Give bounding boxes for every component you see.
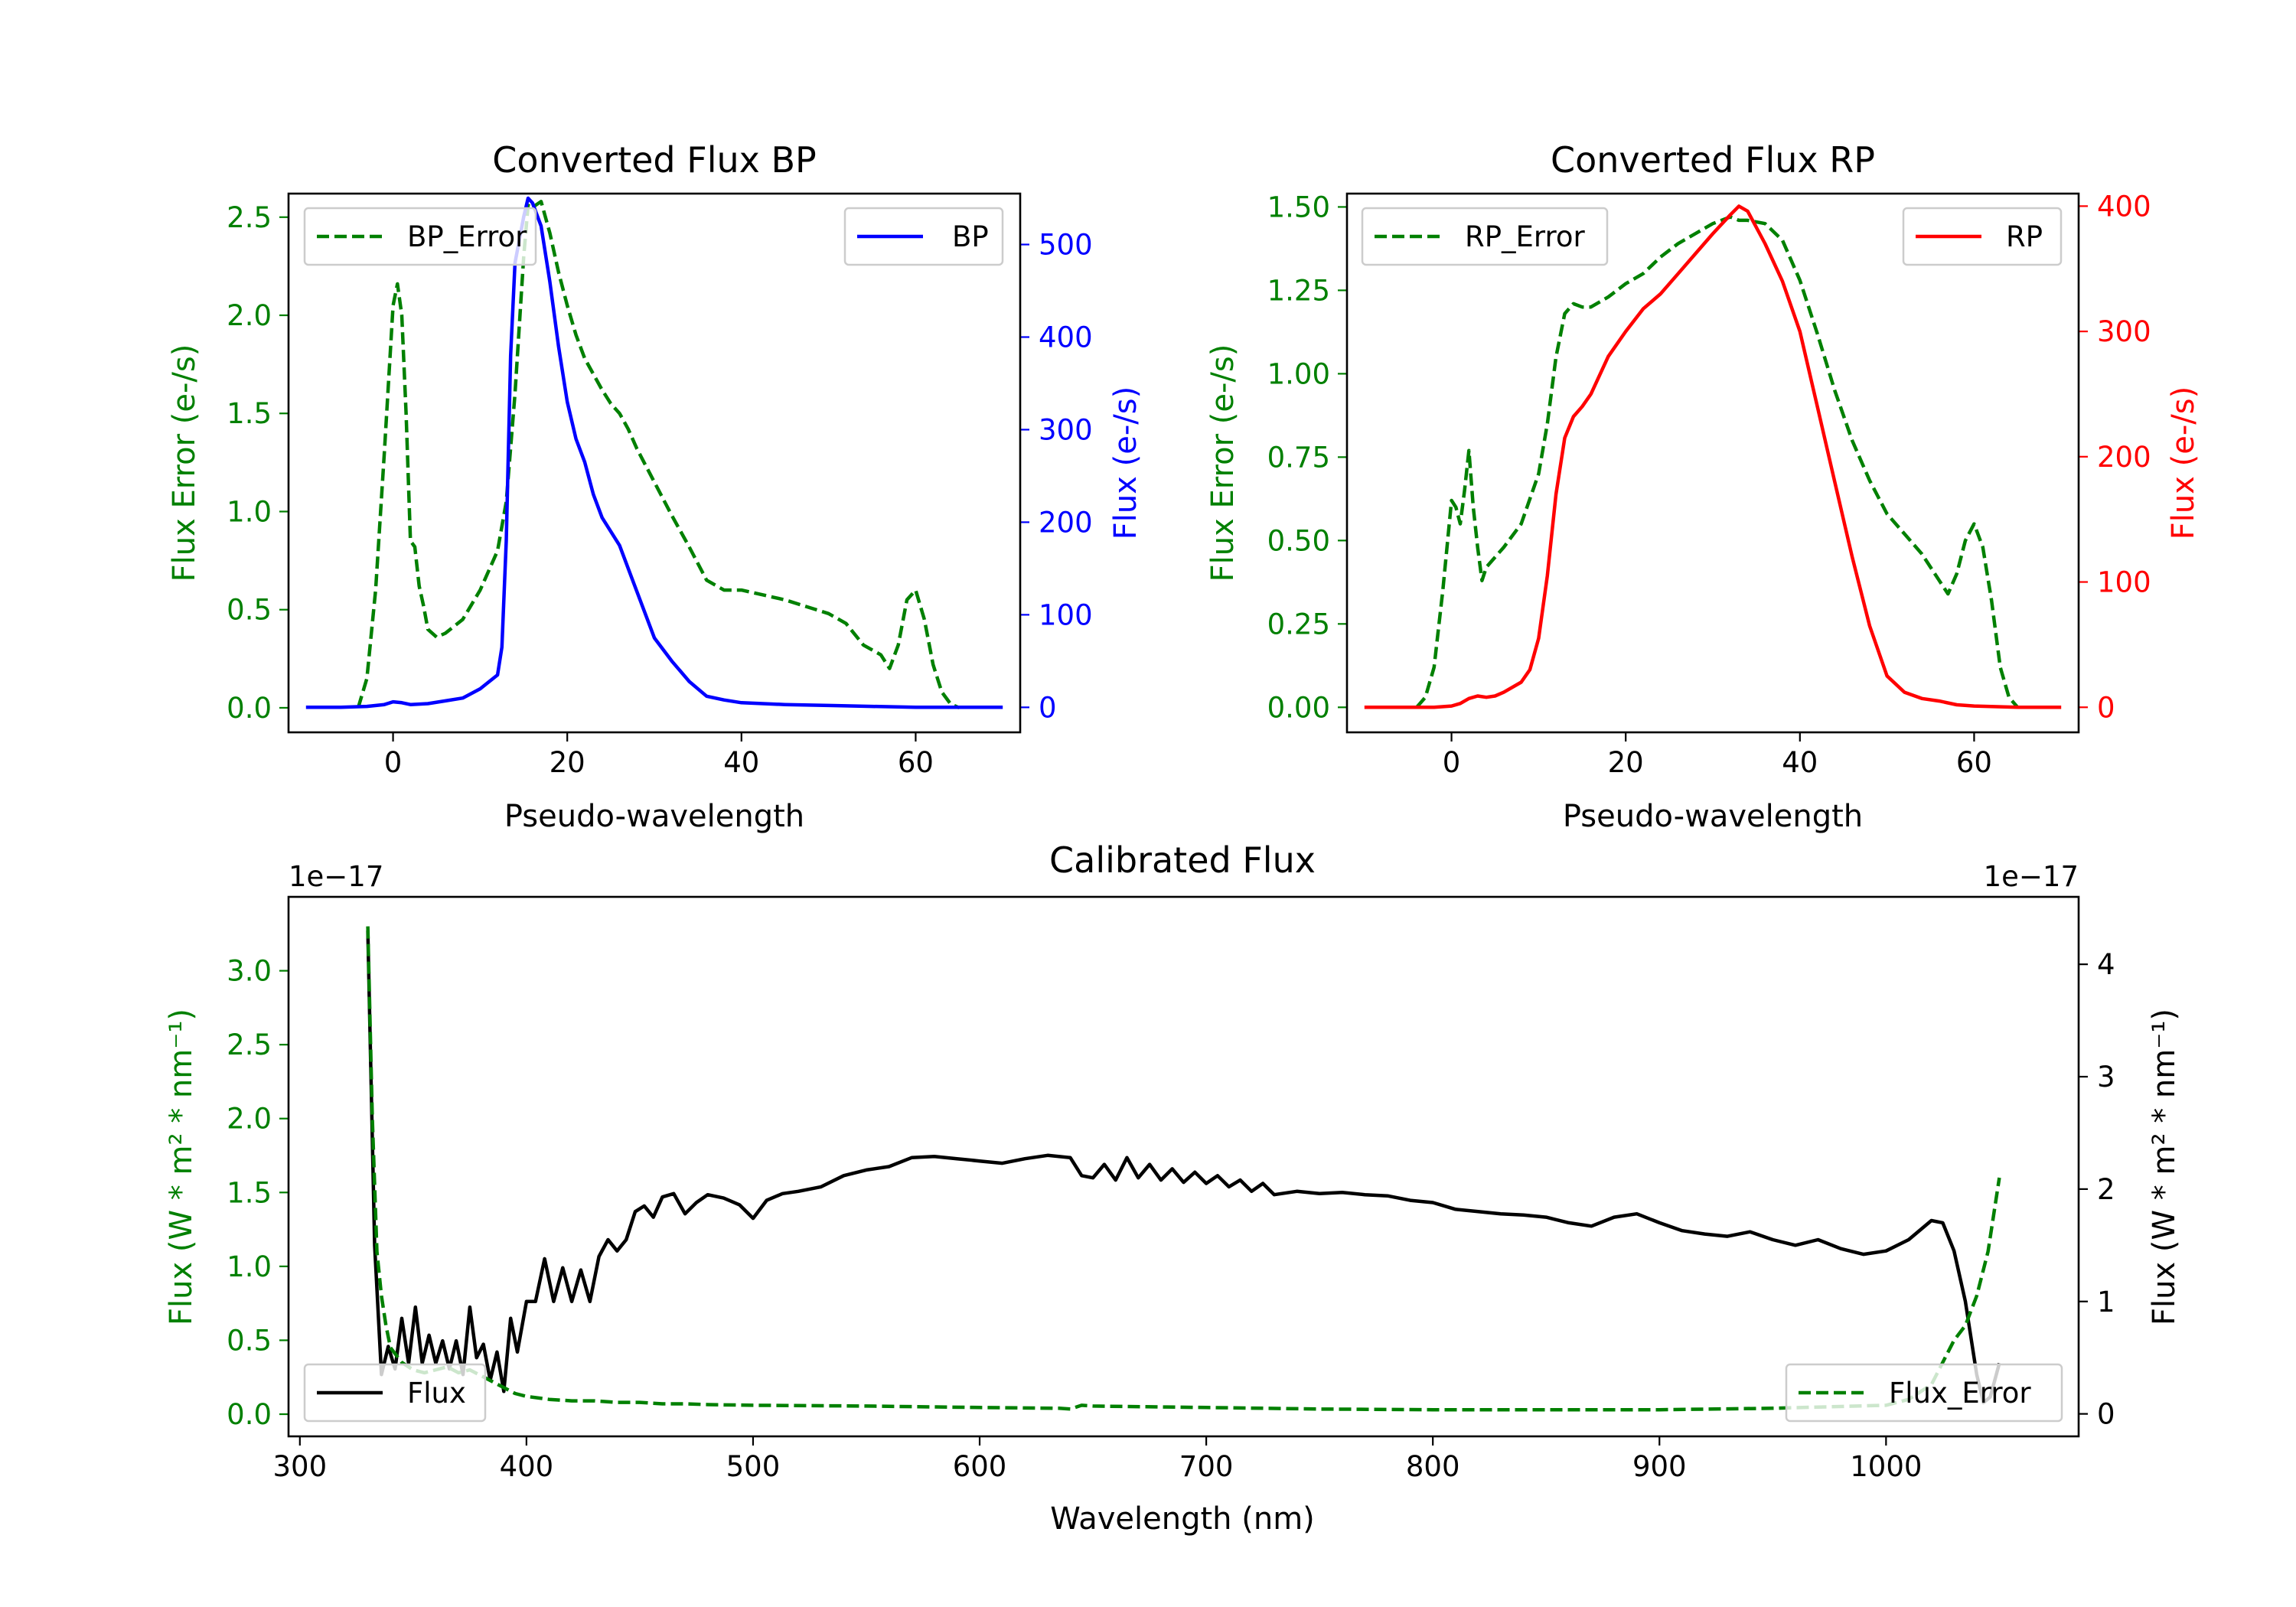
calibrated-right-ytick-label: 3 [2097,1061,2115,1094]
calibrated-legend-flux-label: Flux [407,1377,466,1410]
calibrated-xlabel: Wavelength (nm) [1050,1501,1315,1537]
calibrated-xtick-label: 400 [500,1450,554,1483]
bp-xtick-label: 0 [384,746,403,779]
rp-xtick-label: 40 [1782,746,1818,779]
rp-left-ytick-label: 1.00 [1267,357,1330,390]
calibrated-legend-flux: Flux [303,1363,487,1423]
bp-legend-flux: BP [843,207,1004,266]
rp-right-ytick-label: 100 [2097,566,2151,599]
rp-legend-error-box [1361,207,1609,266]
rp-right-ytick-label: 200 [2097,441,2151,474]
rp-right-ylabel: Flux (e-/s) [2166,386,2201,539]
calibrated-xtick-label: 300 [272,1450,327,1483]
calibrated-legend-error-box [1785,1363,2063,1423]
rp-xtick-label: 20 [1608,746,1644,779]
panel-rp: Converted Flux RP 0 20 40 60 0.00 0.25 0.50 0.7… [1205,139,2201,834]
panel-calibrated: Calibrated Flux 1e−17 1e−17 300 400 500 600… [164,839,2182,1537]
rp-axes-frame [1345,192,2080,734]
bp-series-bp [305,196,1003,709]
bp-left-ytick-label: 1.0 [227,495,272,528]
bp-xtick-label: 40 [723,746,759,779]
calibrated-legend-flux-box [303,1363,487,1423]
rp-plot: 0 20 40 60 0.00 0.25 0.50 0.75 1.00 1.25 1.50 0 100 2… [1267,190,2151,779]
bp-left-ytick-label: 0.0 [227,692,272,725]
rp-title: Converted Flux RP [1551,139,1875,181]
bp-title: Converted Flux BP [492,139,817,181]
calibrated-xtick-label: 1000 [1850,1450,1922,1483]
rp-left-ytick-label: 1.25 [1267,274,1330,307]
bp-plot: 0 20 40 60 0.0 0.5 1.0 1.5 2.0 2.5 0 100 200 300 400 50… [227,196,1093,779]
rp-legend-flux-box [1902,207,2063,266]
bp-left-ytick-label: 2.5 [227,201,272,234]
rp-right-ytick-label: 400 [2097,190,2151,223]
calibrated-right-offset: 1e−17 [1984,860,2079,893]
rp-left-ytick-label: 1.50 [1267,191,1330,223]
bp-right-ytick-label: 0 [1039,691,1057,724]
bp-right-ytick-label: 200 [1039,506,1093,539]
bp-right-ytick-label: 300 [1039,413,1093,446]
calibrated-left-ytick-label: 2.5 [227,1028,272,1061]
bp-right-ylabel: Flux (e-/s) [1108,386,1143,539]
bp-right-ytick-label: 500 [1039,229,1093,262]
rp-xtick-label: 60 [1956,746,1992,779]
calibrated-xtick-label: 600 [953,1450,1007,1483]
rp-xlabel: Pseudo-wavelength [1563,799,1863,834]
calibrated-left-ytick-label: 3.0 [227,955,272,988]
bp-series-bp-error [356,200,960,709]
bp-right-ytick-label: 100 [1039,598,1093,631]
calibrated-left-ytick-label: 1.5 [227,1176,272,1209]
calibrated-series-flux [366,931,2001,1405]
calibrated-left-offset: 1e−17 [289,860,383,893]
rp-xtick-label: 0 [1443,746,1461,779]
rp-legend-error-label: RP_Error [1465,220,1585,253]
calibrated-left-ytick-label: 0.0 [227,1398,272,1431]
calibrated-right-ytick-label: 2 [2097,1173,2115,1206]
calibrated-left-ytick-label: 1.0 [227,1250,272,1283]
calibrated-xtick-label: 700 [1179,1450,1234,1483]
calibrated-left-ytick-label: 2.0 [227,1103,272,1136]
bp-xlabel: Pseudo-wavelength [504,799,804,834]
calibrated-legend-error-label: Flux_Error [1889,1377,2031,1410]
rp-left-ytick-label: 0.50 [1267,524,1330,557]
calibrated-legend-error: Flux_Error [1785,1363,2063,1423]
bp-legend-error-box [303,207,537,266]
rp-left-ytick-label: 0.75 [1267,441,1330,474]
panel-bp: Converted Flux BP 0 20 40 60 0.0 0.5 1.0 1.5 2.0… [167,139,1143,834]
calibrated-right-ytick-label: 0 [2097,1398,2115,1431]
bp-left-ylabel: Flux Error (e-/s) [167,344,202,582]
bp-legend-flux-label: BP [952,220,989,253]
calibrated-left-ytick-label: 0.5 [227,1324,272,1357]
bp-legend-error-label: BP_Error [407,220,527,253]
rp-right-ytick-label: 0 [2097,691,2115,724]
bp-axes-frame [287,192,1022,734]
rp-legend-flux: RP [1902,207,2063,266]
calibrated-plot: 300 400 500 600 700 800 900 1000 0.0 0.5 1.0 1.5 2.0… [227,926,2115,1483]
calibrated-title: Calibrated Flux [1049,839,1316,881]
rp-legend-error: RP_Error [1361,207,1609,266]
bp-xtick-label: 20 [550,746,585,779]
calibrated-right-ytick-label: 1 [2097,1286,2115,1319]
calibrated-axes-frame [287,895,2080,1438]
rp-series-rp [1364,204,2062,709]
calibrated-right-ylabel: Flux (W * m² * nm⁻¹) [2147,1009,2182,1325]
rp-left-ytick-label: 0.00 [1267,691,1330,724]
rp-legend-flux-label: RP [2006,220,2043,253]
bp-legend-flux-box [843,207,1004,266]
bp-left-ytick-label: 1.5 [227,397,272,430]
calibrated-xtick-label: 800 [1406,1450,1460,1483]
bp-right-ytick-label: 400 [1039,321,1093,354]
calibrated-left-ylabel: Flux (W * m² * nm⁻¹) [164,1009,199,1325]
calibrated-xtick-label: 900 [1632,1450,1687,1483]
rp-left-ylabel: Flux Error (e-/s) [1205,344,1241,582]
calibrated-xtick-label: 500 [726,1450,781,1483]
bp-xtick-label: 60 [898,746,934,779]
bp-left-ytick-label: 0.5 [227,594,272,627]
bp-legend-error: BP_Error [303,207,537,266]
rp-left-ytick-label: 0.25 [1267,608,1330,641]
rp-right-ytick-label: 300 [2097,315,2151,348]
bp-left-ytick-label: 2.0 [227,299,272,332]
calibrated-right-ytick-label: 4 [2097,948,2115,981]
